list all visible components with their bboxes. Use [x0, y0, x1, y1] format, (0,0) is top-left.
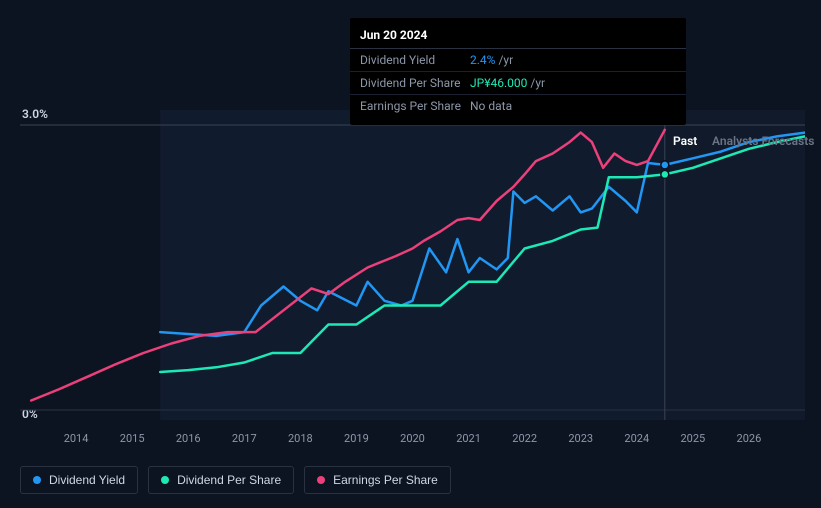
line-chart-svg [20, 110, 805, 420]
legend-item-dividend-yield[interactable]: Dividend Yield [20, 466, 138, 494]
x-tick: 2021 [456, 432, 481, 445]
legend-item-dividend-per-share[interactable]: Dividend Per Share [148, 466, 294, 494]
tooltip-value: No data [470, 99, 512, 113]
x-tick: 2020 [400, 432, 425, 445]
tooltip-value: 2.4% [470, 53, 495, 67]
x-tick: 2016 [176, 432, 201, 445]
tooltip-label: Dividend Per Share [360, 76, 470, 90]
legend-dot-icon [33, 476, 41, 484]
x-tick: 2019 [344, 432, 369, 445]
past-label: Past [673, 134, 697, 148]
tooltip-row: Earnings Per ShareNo data [350, 95, 686, 117]
x-tick: 2023 [568, 432, 593, 445]
tooltip-row: Dividend Yield2.4%/yr [350, 49, 686, 72]
x-tick: 2024 [624, 432, 649, 445]
legend-dot-icon [161, 476, 169, 484]
legend-dot-icon [317, 476, 325, 484]
x-tick: 2015 [120, 432, 145, 445]
chart-legend: Dividend Yield Dividend Per Share Earnings… [20, 466, 451, 494]
x-tick: 2018 [288, 432, 313, 445]
legend-label: Dividend Per Share [177, 473, 281, 487]
legend-label: Dividend Yield [49, 473, 125, 487]
tooltip-label: Dividend Yield [360, 53, 470, 67]
x-tick: 2017 [232, 432, 257, 445]
chart-tooltip: Jun 20 2024 Dividend Yield2.4%/yrDividen… [350, 18, 686, 125]
x-tick: 2022 [512, 432, 537, 445]
tooltip-unit: /yr [530, 76, 545, 90]
tooltip-row: Dividend Per ShareJP¥46.000/yr [350, 72, 686, 95]
tooltip-unit: /yr [498, 53, 513, 67]
legend-label: Earnings Per Share [333, 473, 438, 487]
tooltip-value: JP¥46.000 [470, 76, 527, 90]
x-tick: 2025 [680, 432, 705, 445]
x-axis: 2014 2015 2016 2017 2018 2019 2020 2021 2022 2023… [20, 432, 805, 452]
x-tick: 2014 [64, 432, 89, 445]
x-tick: 2026 [737, 432, 762, 445]
chart-area[interactable] [20, 110, 805, 420]
legend-item-earnings-per-share[interactable]: Earnings Per Share [304, 466, 451, 494]
tooltip-date: Jun 20 2024 [350, 26, 686, 49]
tooltip-label: Earnings Per Share [360, 99, 470, 113]
forecast-label: Analysts Forecasts [712, 134, 814, 148]
